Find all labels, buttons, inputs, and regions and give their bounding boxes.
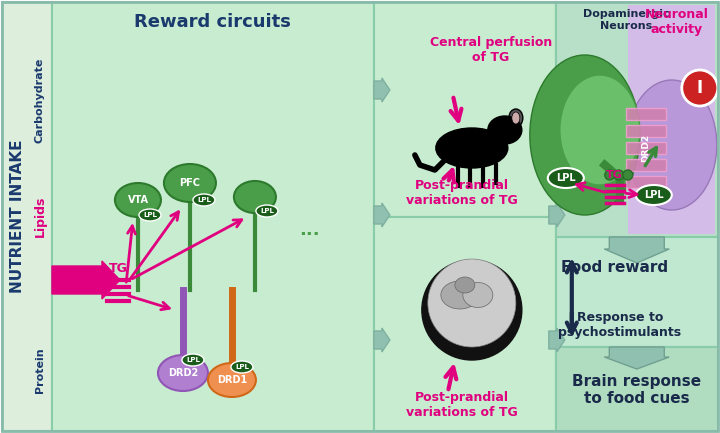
Bar	[626, 125, 666, 137]
Ellipse shape	[530, 55, 640, 215]
FancyArrow shape	[549, 328, 564, 352]
Text: DRD2: DRD2	[642, 134, 650, 162]
FancyArrow shape	[604, 347, 670, 369]
Ellipse shape	[182, 354, 204, 366]
Ellipse shape	[139, 209, 161, 221]
Circle shape	[422, 260, 522, 360]
Circle shape	[605, 170, 615, 180]
Bar	[52, 2, 374, 431]
Bar	[556, 2, 718, 237]
Bar	[626, 142, 666, 154]
Text: I: I	[697, 79, 703, 97]
Text: TG: TG	[606, 170, 624, 180]
FancyArrow shape	[374, 203, 390, 227]
Text: ...: ...	[300, 221, 320, 239]
Bar	[556, 237, 718, 347]
Text: Brain response
to food cues: Brain response to food cues	[572, 374, 701, 406]
Ellipse shape	[234, 181, 276, 213]
Bar	[2, 2, 52, 431]
Text: LPL: LPL	[235, 364, 249, 370]
Text: Food reward: Food reward	[561, 261, 668, 275]
Text: Response to
psychostimulants: Response to psychostimulants	[558, 311, 681, 339]
Circle shape	[682, 70, 718, 106]
Text: LPL: LPL	[644, 190, 664, 200]
Text: LPL: LPL	[186, 357, 200, 363]
Ellipse shape	[208, 363, 256, 397]
Text: Dopaminergic
Neurons: Dopaminergic Neurons	[582, 9, 670, 31]
Text: DRD1: DRD1	[217, 375, 247, 385]
Bar	[628, 5, 715, 234]
Text: Lipids: Lipids	[34, 195, 47, 237]
Circle shape	[428, 259, 516, 347]
Text: Post-prandial
variations of TG: Post-prandial variations of TG	[406, 179, 518, 207]
Bar	[626, 176, 666, 188]
Ellipse shape	[636, 185, 672, 205]
FancyArrow shape	[549, 78, 564, 102]
Ellipse shape	[115, 183, 161, 217]
Ellipse shape	[560, 75, 640, 185]
Bar	[374, 217, 556, 431]
Ellipse shape	[441, 281, 479, 309]
Bar	[556, 347, 718, 431]
Ellipse shape	[231, 361, 253, 373]
Text: Post-prandial
variations of TG: Post-prandial variations of TG	[406, 391, 518, 419]
Text: Protein: Protein	[35, 347, 45, 393]
Text: LPL: LPL	[143, 212, 157, 218]
FancyArrow shape	[374, 328, 390, 352]
Text: Neuronal
activity: Neuronal activity	[645, 8, 708, 36]
Ellipse shape	[548, 168, 584, 188]
Text: Reward circuits: Reward circuits	[135, 13, 292, 31]
FancyArrow shape	[374, 78, 390, 102]
FancyArrow shape	[52, 261, 120, 299]
Text: NUTRIENT INTAKE: NUTRIENT INTAKE	[11, 139, 25, 293]
Circle shape	[613, 170, 624, 180]
Ellipse shape	[158, 355, 208, 391]
Ellipse shape	[164, 164, 216, 202]
Text: LPL: LPL	[556, 173, 575, 183]
Ellipse shape	[436, 128, 508, 168]
Text: TG: TG	[109, 262, 127, 275]
Ellipse shape	[455, 277, 475, 293]
Text: LPL: LPL	[197, 197, 211, 203]
Bar	[374, 2, 556, 217]
Ellipse shape	[488, 116, 522, 144]
Circle shape	[623, 170, 633, 180]
Text: PFC: PFC	[179, 178, 200, 188]
FancyArrow shape	[604, 237, 670, 263]
Ellipse shape	[463, 282, 492, 307]
Ellipse shape	[256, 205, 278, 217]
Ellipse shape	[627, 80, 717, 210]
Ellipse shape	[193, 194, 215, 206]
Bar	[626, 159, 666, 171]
Text: DRD2: DRD2	[168, 368, 198, 378]
Bar	[462, 330, 482, 348]
Text: LPL: LPL	[260, 208, 274, 214]
Bar	[626, 108, 666, 120]
Text: Central perfusion
of TG: Central perfusion of TG	[430, 36, 552, 64]
Text: VTA: VTA	[127, 195, 148, 205]
Text: Carbohydrate: Carbohydrate	[35, 57, 45, 143]
Ellipse shape	[512, 112, 520, 124]
Ellipse shape	[509, 109, 523, 127]
FancyArrow shape	[549, 203, 564, 227]
